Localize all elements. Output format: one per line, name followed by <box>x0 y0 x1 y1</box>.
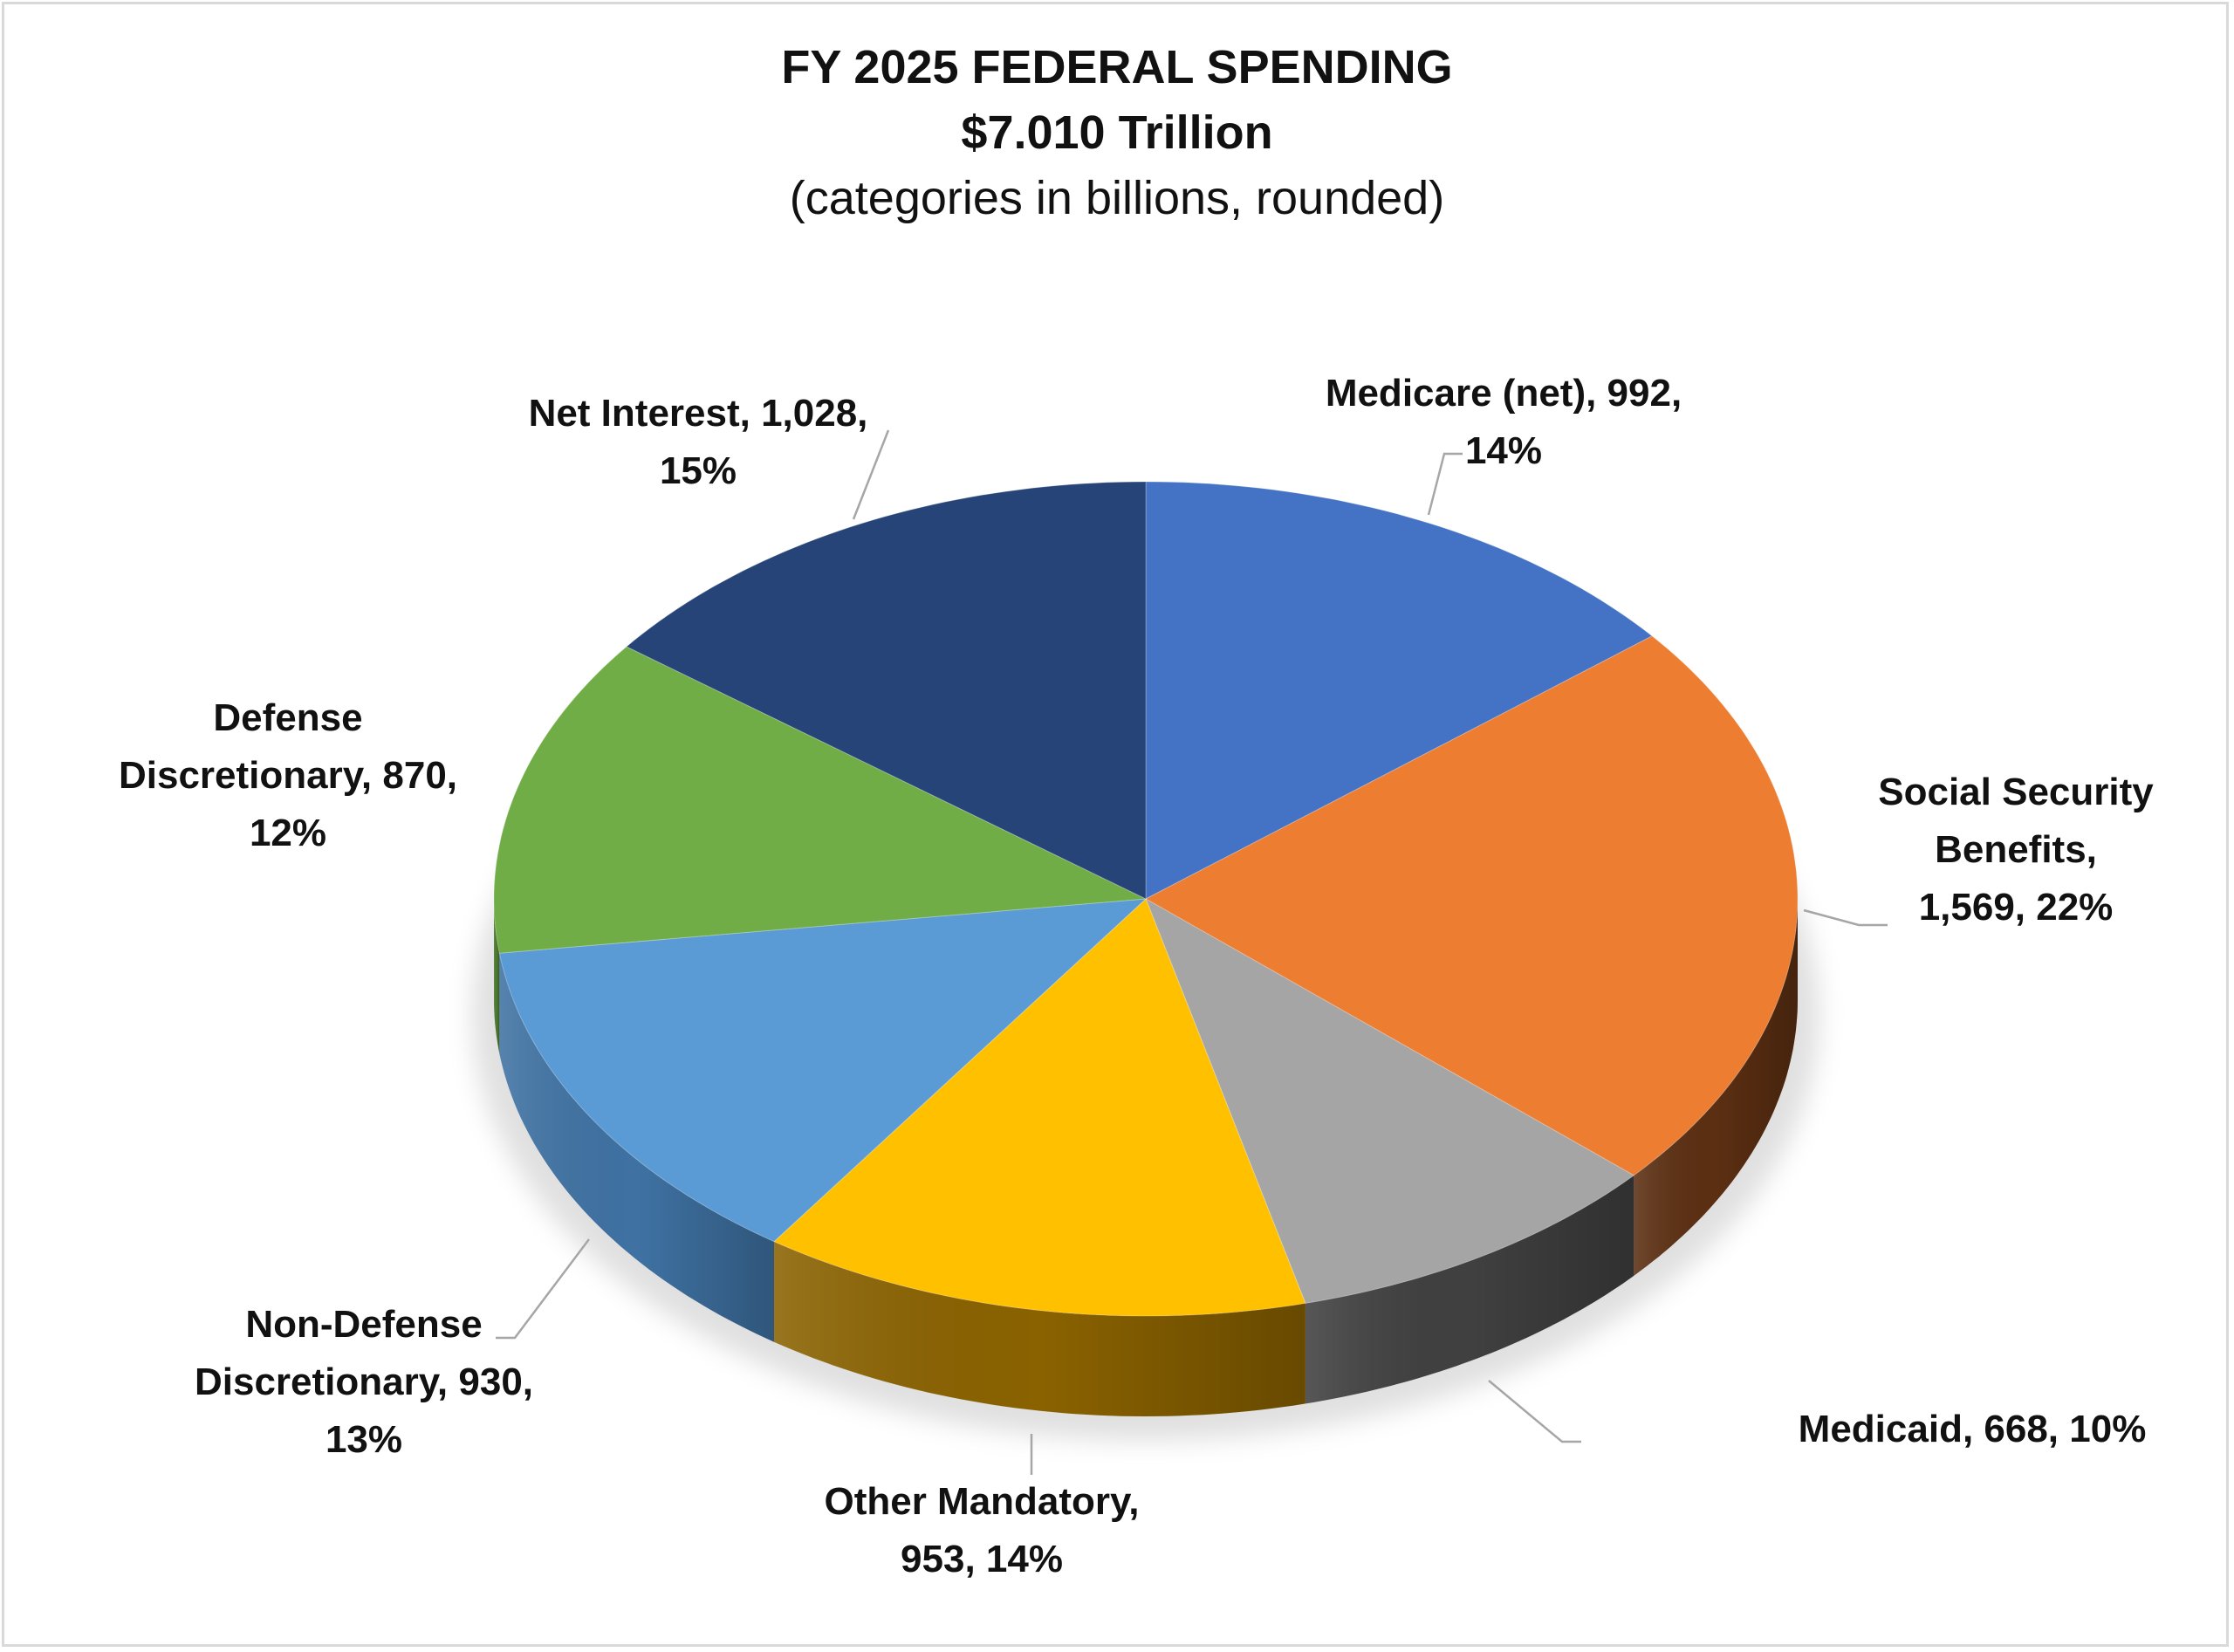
data-label-medicare-net: Medicare (net), 992, 14% <box>1326 372 1682 472</box>
data-label-line: Medicare (net), 992, <box>1326 372 1682 415</box>
leader-line-social-security-benefits <box>1803 908 1888 927</box>
data-label-line: 14% <box>1465 429 1542 472</box>
pie-side-shade-social-security-benefits <box>1634 899 1798 1276</box>
data-label-line: Discretionary, 870, <box>119 754 457 797</box>
data-label-line: Benefits, <box>1935 828 2097 871</box>
data-label-line: Defense <box>213 696 362 739</box>
data-label-line: Social Security <box>1878 771 2154 813</box>
data-label-line: 1,569, 22% <box>1919 886 2114 929</box>
pie-slice-other-mandatory <box>773 898 1306 1317</box>
data-label-line: Medicaid, 668, 10% <box>1799 1408 2147 1450</box>
data-label-line: Discretionary, 930, <box>195 1361 533 1403</box>
pie-side-shade-non-defense-discretionary <box>499 953 774 1342</box>
data-label-line: Net Interest, 1,028, <box>529 392 868 435</box>
data-label-line: 953, 14% <box>901 1538 1063 1580</box>
pie-top <box>493 481 1799 1317</box>
data-label-line: 13% <box>326 1418 402 1461</box>
leader-line-medicare-net <box>1427 452 1463 516</box>
pie-side-shade-other-mandatory <box>774 1241 1305 1416</box>
data-label-other-mandatory: Other Mandatory, 953, 14% <box>824 1480 1139 1580</box>
pie-side-shade-defense-discretionary <box>494 899 500 1054</box>
chart-note: (categories in billions, rounded) <box>790 172 1444 224</box>
chart-title: FY 2025 FEDERAL SPENDING <box>781 41 1452 93</box>
data-label-medicaid: Medicaid, 668, 10% <box>1799 1408 2147 1450</box>
data-labels: Medicare (net), 992, 14% Social Security Be… <box>119 372 2154 1580</box>
pie-slice-non-defense-discretionary <box>498 898 1148 1243</box>
data-label-net-interest: Net Interest, 1,028, 15% <box>529 392 868 492</box>
data-label-line: 12% <box>250 812 326 854</box>
data-label-line: Other Mandatory, <box>824 1480 1139 1523</box>
data-label-social-security-benefits: Social Security Benefits, 1,569, 22% <box>1878 771 2154 929</box>
pie-slice-defense-discretionary <box>493 646 1148 954</box>
data-label-defense-discretionary: Defense Discretionary, 870, 12% <box>119 696 457 854</box>
data-label-line: Non-Defense <box>245 1303 482 1346</box>
pie-slice-medicaid <box>1145 897 1635 1304</box>
data-label-non-defense-discretionary: Non-Defense Discretionary, 930, 13% <box>195 1303 533 1461</box>
leader-line-net-interest <box>852 429 890 520</box>
pie-slice-medicare-net <box>1145 481 1654 900</box>
leader-lines <box>496 429 1888 1475</box>
pie-sides <box>494 899 1798 1416</box>
leader-line-medicaid <box>1488 1380 1581 1443</box>
pie-slice-social-security-benefits <box>1144 635 1799 1176</box>
leader-line-non-defense-discretionary <box>496 1238 590 1340</box>
pie-slice-net-interest <box>626 481 1147 900</box>
data-label-line: 15% <box>660 449 737 492</box>
chart-subtitle: $7.010 Trillion <box>961 106 1272 159</box>
pie-side-shade-medicaid <box>1305 1175 1634 1404</box>
